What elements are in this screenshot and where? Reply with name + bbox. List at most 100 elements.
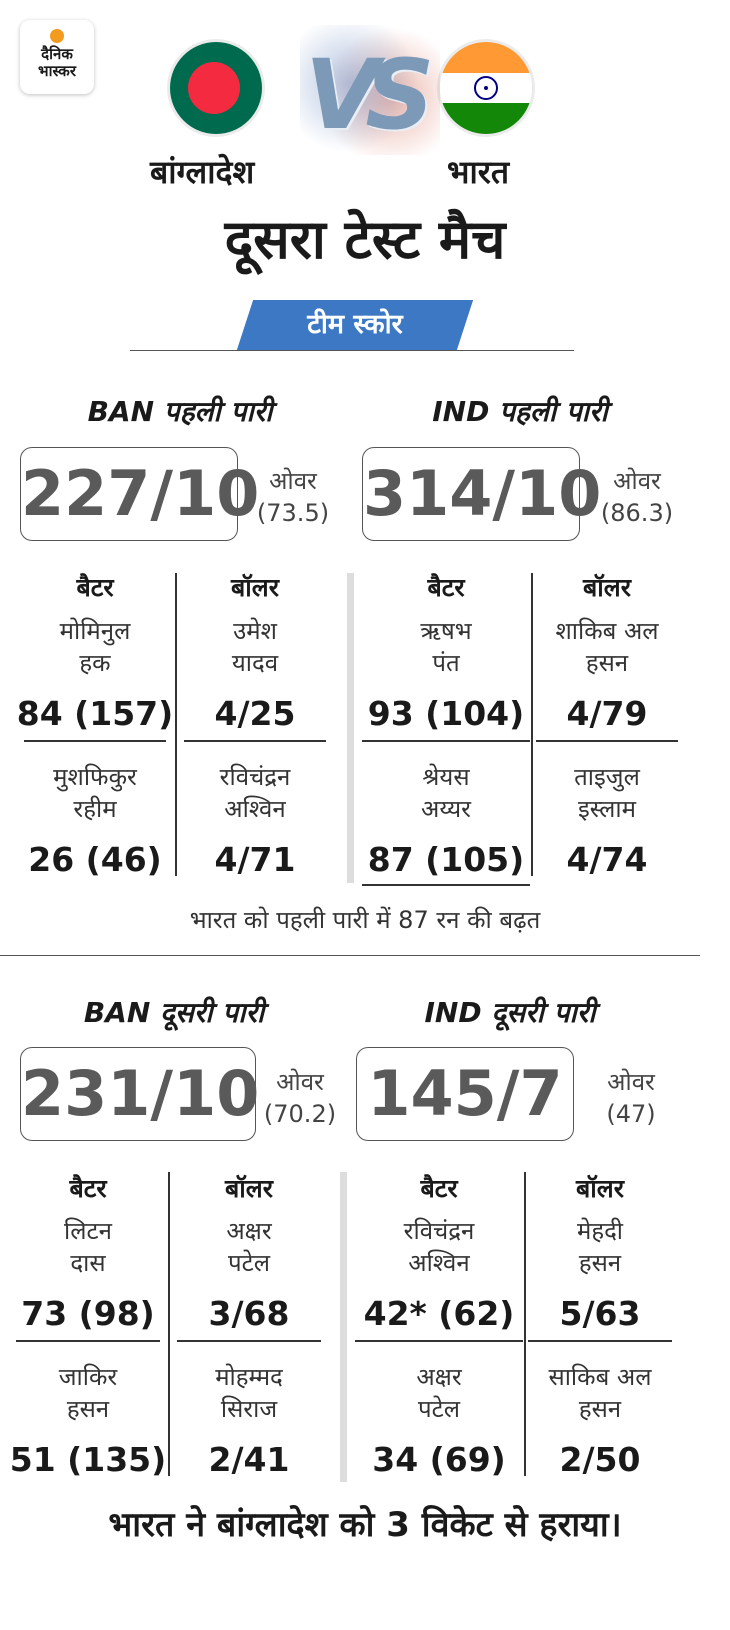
team-name-right: भारत [447, 153, 510, 191]
dainik-bhaskar-logo: दैनिक भास्कर [20, 20, 94, 94]
innings-title: IND दूसरी पारी [424, 996, 596, 1029]
header-divider [130, 350, 574, 351]
overs-value: (47) [606, 1100, 656, 1128]
column-divider [175, 573, 177, 876]
logo-line2: भास्कर [38, 62, 76, 80]
overs-value: (70.2) [263, 1100, 337, 1128]
bowler-name: ताइजुल [574, 763, 640, 791]
overs-label: ओवर [613, 467, 661, 495]
batter-name: मुशफिकुर [53, 763, 137, 791]
india-flag-icon [440, 42, 532, 134]
row-divider [528, 1340, 672, 1342]
overs-label: ओवर [269, 467, 317, 495]
bowler-name: अश्विन [224, 795, 286, 823]
logo-line1: दैनिक [41, 45, 73, 63]
bowler-header: बॉलर [225, 1174, 273, 1203]
row-divider [24, 740, 166, 742]
batter-figure: 84 (157) [16, 694, 174, 733]
column-divider [168, 1172, 170, 1476]
bowler-name: रविचंद्रन [219, 763, 291, 791]
bowler-header: बॉलर [231, 573, 279, 602]
batter-header: बैटर [69, 1174, 107, 1203]
batter-name: रहीम [73, 795, 117, 823]
bowler-figure: 4/79 [566, 694, 648, 733]
logo-dot-icon [50, 29, 64, 43]
bowler-name: मेहदी [576, 1217, 624, 1245]
bowler-header: बॉलर [583, 573, 631, 602]
batter-name: ऋषभ [420, 617, 472, 645]
vs-label: VS [305, 39, 434, 151]
bowler-name: शाकिब अल [555, 617, 659, 645]
innings-title: BAN पहली पारी [87, 395, 273, 428]
bowler-name: उमेश [233, 617, 277, 645]
bangladesh-flag-icon [170, 42, 262, 134]
innings-score: 145/7 [356, 1047, 574, 1141]
lead-note: भारत को पहली पारी में 87 रन की बढ़त [189, 906, 541, 934]
column-divider [524, 1172, 526, 1476]
bowler-name: मोहम्मद [215, 1363, 283, 1391]
bowler-name: यादव [231, 649, 279, 677]
batter-name: हसन [66, 1395, 110, 1423]
batter-figure: 93 (104) [367, 694, 525, 733]
batter-name: पटेल [418, 1395, 460, 1423]
batter-figure: 87 (105) [367, 840, 525, 879]
batter-name: अश्विन [408, 1249, 470, 1277]
batter-name: दास [70, 1249, 106, 1277]
team-name-left: बांग्लादेश [150, 153, 255, 191]
batter-name: हक [79, 649, 111, 677]
bowler-figure: 4/25 [214, 694, 296, 733]
batter-name: जाकिर [58, 1363, 118, 1391]
bowler-figure: 4/74 [566, 840, 648, 879]
batter-name: रविचंद्रन [403, 1217, 475, 1245]
column-divider [531, 573, 533, 876]
bowler-figure: 2/41 [208, 1440, 290, 1479]
innings-score: 231/10 [20, 1047, 259, 1141]
batter-name: अक्षर [416, 1363, 462, 1391]
batter-figure: 26 (46) [28, 840, 162, 879]
batter-header: बैटर [76, 573, 114, 602]
bowler-figure: 5/63 [559, 1294, 641, 1333]
page-title: दूसरा टेस्ट मैच [224, 208, 506, 271]
innings-score: 227/10 [20, 447, 259, 541]
row-divider [362, 740, 530, 742]
section-divider [0, 955, 700, 956]
overs-value: (73.5) [256, 499, 330, 527]
innings-separator [340, 1172, 347, 1482]
overs-value: (86.3) [600, 499, 674, 527]
team-score-tag-label: टीम स्कोर [307, 309, 403, 340]
bowler-name: सिराज [220, 1395, 278, 1423]
batter-figure: 51 (135) [9, 1440, 167, 1479]
batter-name: अय्यर [421, 795, 471, 823]
row-divider [184, 740, 326, 742]
batter-name: मोमिनुल [59, 617, 131, 645]
match-result: भारत ने बांग्लादेश को 3 विकेट से हराया। [108, 1505, 622, 1545]
bowler-figure: 4/71 [214, 840, 296, 879]
batter-figure: 42* (62) [363, 1294, 515, 1333]
overs-label: ओवर [276, 1068, 324, 1096]
bowler-figure: 2/50 [559, 1440, 641, 1479]
row-divider [177, 1340, 321, 1342]
bowler-name: अक्षर [226, 1217, 272, 1245]
batter-header: बैटर [427, 573, 465, 602]
row-divider [362, 884, 530, 886]
bowler-header: बॉलर [576, 1174, 624, 1203]
batter-name: लिटन [64, 1217, 112, 1245]
batter-figure: 73 (98) [21, 1294, 155, 1333]
bowler-name: इस्लाम [578, 795, 636, 823]
batter-name: श्रेयस [422, 763, 470, 791]
vs-splash [300, 25, 440, 155]
batter-header: बैटर [420, 1174, 458, 1203]
row-divider [355, 1340, 523, 1342]
row-divider [536, 740, 678, 742]
team-score-tag: टीम स्कोर [236, 300, 474, 350]
innings-title: BAN दूसरी पारी [83, 996, 265, 1029]
overs-label: ओवर [607, 1068, 655, 1096]
batter-figure: 34 (69) [372, 1440, 506, 1479]
bowler-name: हसन [578, 1395, 622, 1423]
bowler-name: साकिब अल [548, 1363, 652, 1391]
bowler-name: पटेल [228, 1249, 270, 1277]
bowler-figure: 3/68 [208, 1294, 290, 1333]
innings-title: IND पहली पारी [432, 395, 608, 428]
row-divider [16, 1340, 160, 1342]
bowler-name: हसन [578, 1249, 622, 1277]
